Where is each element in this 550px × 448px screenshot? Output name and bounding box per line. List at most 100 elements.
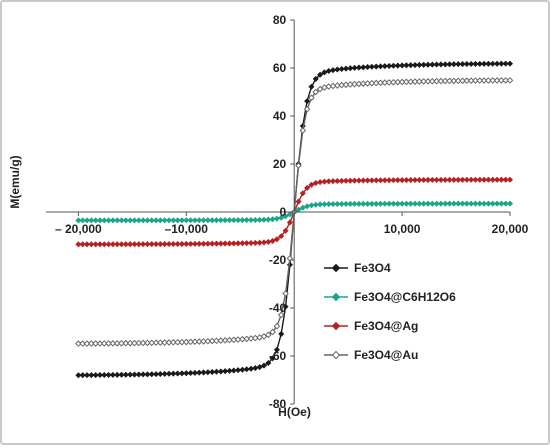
data-point: [299, 190, 306, 197]
data-point: [101, 371, 108, 379]
data-point: [204, 240, 211, 247]
data-point: [446, 176, 453, 183]
data-point: [407, 78, 415, 86]
legend: Fe3O4 Fe3O4@C6H12O6 Fe3O4@Ag Fe3O4@Au: [324, 261, 456, 362]
data-point: [506, 77, 514, 84]
data-point: [144, 217, 151, 224]
data-point: [153, 371, 160, 378]
data-point: [235, 367, 242, 374]
data-point: [282, 303, 289, 310]
data-point: [265, 216, 272, 223]
data-point: [355, 200, 362, 207]
data-point: [96, 241, 103, 248]
data-point: [342, 65, 350, 72]
data-point: [459, 61, 466, 68]
data-point: [243, 240, 250, 247]
data-point: [424, 78, 432, 85]
data-point: [213, 217, 220, 224]
data-point: [433, 200, 440, 207]
data-point: [437, 61, 444, 68]
data-point: [455, 176, 462, 183]
data-point: [433, 61, 440, 68]
x-tick-label: 20,000: [492, 222, 529, 236]
data-point: [148, 371, 155, 378]
data-point: [247, 216, 255, 224]
data-point: [442, 200, 449, 207]
legend-marker: [331, 292, 341, 302]
data-point: [437, 176, 444, 183]
data-point: [468, 176, 475, 183]
data-point: [450, 77, 458, 85]
data-point: [79, 217, 86, 224]
data-point: [334, 177, 341, 184]
data-point: [338, 65, 345, 73]
data-point: [178, 338, 186, 346]
data-point: [498, 60, 505, 67]
data-point: [446, 200, 453, 207]
data-point: [140, 241, 147, 248]
data-point: [83, 372, 91, 379]
legend-item-fe3o4-c6h12o6: Fe3O4@C6H12O6: [324, 290, 456, 304]
data-point: [428, 77, 436, 85]
data-point: [88, 241, 95, 248]
data-point: [178, 217, 185, 224]
data-point: [204, 369, 211, 376]
data-point: [278, 330, 285, 337]
data-point: [92, 372, 99, 379]
legend-label: Fe3O4@Ag: [354, 319, 418, 333]
data-point: [420, 200, 427, 207]
data-point: [265, 238, 272, 245]
data-point: [118, 241, 125, 248]
data-point: [494, 200, 501, 207]
data-point: [182, 338, 190, 346]
data-point: [101, 241, 108, 248]
data-point: [351, 64, 358, 71]
data-point: [420, 78, 427, 85]
data-point: [230, 367, 237, 374]
data-point: [506, 176, 514, 183]
data-point: [196, 240, 203, 247]
data-point: [441, 77, 449, 85]
data-point: [100, 340, 108, 347]
data-point: [273, 346, 280, 353]
data-point: [381, 200, 388, 207]
data-point: [338, 200, 345, 207]
data-point: [230, 217, 237, 224]
data-point: [144, 241, 151, 248]
data-point: [161, 339, 169, 346]
data-point: [468, 200, 475, 207]
series-fe3o4: [75, 60, 514, 379]
data-point: [209, 240, 216, 247]
data-point: [83, 340, 91, 347]
data-point: [373, 63, 380, 70]
legend-item-fe3o4-au: Fe3O4@Au: [324, 348, 418, 362]
data-point: [114, 371, 121, 378]
data-point: [226, 367, 233, 374]
data-point: [424, 61, 432, 68]
y-tick-label: -40: [269, 301, 287, 315]
data-point: [325, 178, 332, 185]
data-point: [79, 340, 86, 347]
data-point: [88, 372, 95, 379]
data-point: [468, 60, 475, 67]
data-point: [118, 371, 125, 378]
data-point: [450, 176, 457, 183]
data-point: [381, 177, 388, 184]
data-point: [153, 217, 160, 224]
data-point: [429, 176, 436, 183]
data-point: [485, 77, 492, 84]
data-point: [131, 339, 138, 347]
data-point: [420, 61, 427, 68]
hysteresis-chart: – 20,000 –10,000 10,000 20,000 -80 -60 -40 -20 0…: [8, 13, 529, 419]
data-point: [450, 61, 457, 68]
axes-layer: – 20,000 –10,000 10,000 20,000 -80 -60 -40 -20 0…: [8, 13, 529, 419]
data-point: [386, 62, 393, 69]
data-point: [407, 200, 414, 207]
data-point: [351, 177, 358, 184]
data-point: [321, 69, 328, 76]
data-point: [118, 339, 125, 347]
data-point: [135, 339, 143, 347]
data-point: [498, 176, 505, 183]
data-point: [368, 177, 375, 184]
